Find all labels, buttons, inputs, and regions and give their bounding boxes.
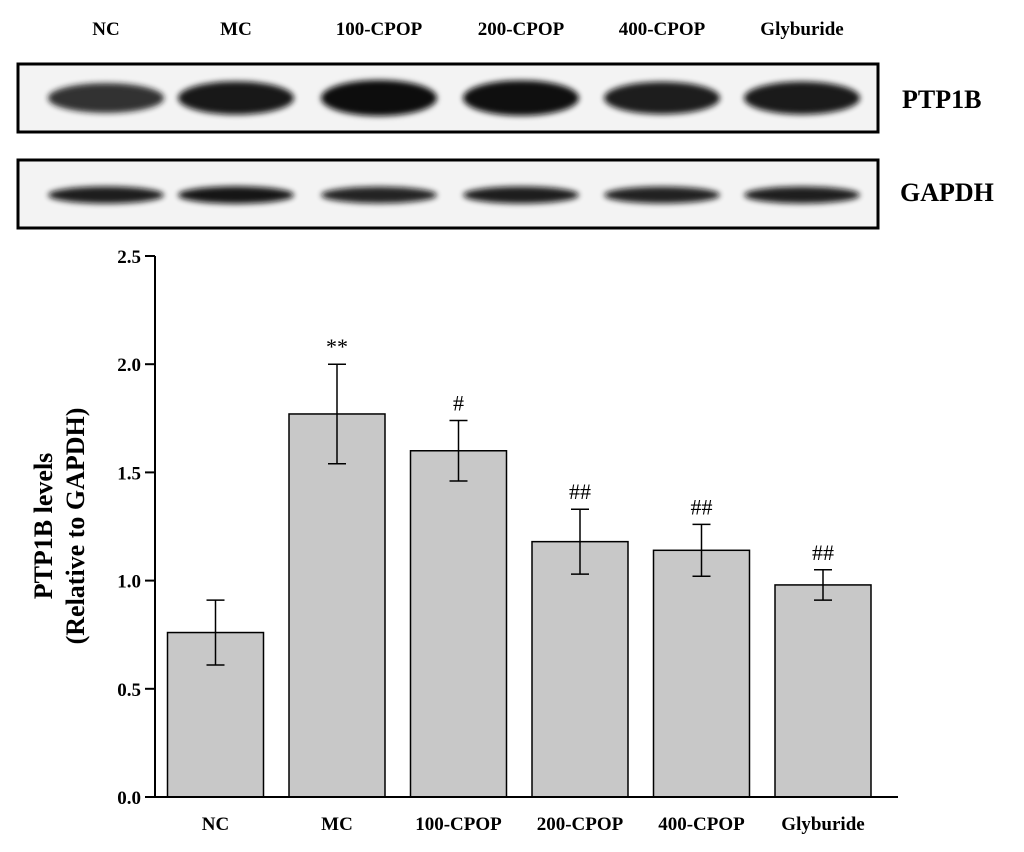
significance-label: ## [691, 494, 713, 519]
x-tick-label: 200-CPOP [537, 814, 624, 835]
blot-label-gapdh: GAPDH [900, 178, 994, 207]
blot-bands [48, 80, 860, 116]
y-tick-label: 2.5 [117, 247, 141, 268]
bars [166, 413, 872, 798]
significance-annotations: **####### [326, 334, 834, 565]
y-axis-title-line-2: (Relative to GAPDH) [61, 408, 90, 645]
lane-label: Glyburide [760, 19, 843, 40]
y-tick-label: 0.5 [117, 680, 141, 701]
x-tick-label: 100-CPOP [415, 814, 502, 835]
blot-band [744, 186, 860, 204]
bar [409, 450, 508, 798]
lane-label: NC [92, 19, 119, 40]
y-axis-title-line-1: PTP1B levels [29, 453, 58, 600]
blot-band [744, 81, 860, 115]
blot-band [463, 186, 579, 204]
significance-label: ** [326, 334, 348, 359]
x-tick-label: Glyburide [781, 814, 864, 835]
blot-label-ptp1b: PTP1B [902, 85, 981, 114]
significance-label: ## [812, 540, 834, 565]
bar-chart: PTP1B levels (Relative to GAPDH) 0.0 0.5 1… [29, 247, 898, 835]
x-axis-labels: NC MC 100-CPOP 200-CPOP 400-CPOP Glyburide [202, 814, 865, 835]
blot-band [463, 80, 579, 116]
blot-lane-labels: NC MC 100-CPOP 200-CPOP 400-CPOP Glyburi… [92, 19, 843, 40]
y-tick-label: 0.0 [117, 788, 141, 809]
lane-label: MC [220, 19, 252, 40]
blot-band [178, 186, 294, 204]
blot-band [321, 80, 437, 116]
bar [288, 413, 386, 798]
blot-bands [48, 186, 860, 204]
blot-strip-gapdh [16, 158, 880, 230]
blot-band [321, 186, 437, 204]
blot-band [48, 186, 164, 204]
blot-band [604, 81, 720, 115]
y-tick-label: 1.5 [117, 463, 141, 484]
blot-band [178, 81, 294, 115]
error-bars [206, 363, 832, 666]
significance-label: ## [569, 479, 591, 504]
lane-label: 400-CPOP [619, 19, 706, 40]
bar [652, 549, 751, 798]
lane-label: 200-CPOP [478, 19, 565, 40]
blot-band [48, 83, 164, 113]
blot-strip-ptp1b [16, 62, 880, 134]
significance-label: # [453, 390, 464, 415]
x-tick-label: MC [321, 814, 353, 835]
bar [774, 584, 872, 798]
x-tick-label: NC [202, 814, 229, 835]
bar [531, 540, 629, 798]
lane-label: 100-CPOP [336, 19, 423, 40]
x-tick-label: 400-CPOP [658, 814, 745, 835]
y-axis-ticks: 0.0 0.5 1.0 1.5 2.0 2.5 [117, 247, 155, 809]
y-tick-label: 2.0 [117, 355, 141, 376]
blot-band [604, 186, 720, 204]
y-tick-label: 1.0 [117, 572, 141, 593]
